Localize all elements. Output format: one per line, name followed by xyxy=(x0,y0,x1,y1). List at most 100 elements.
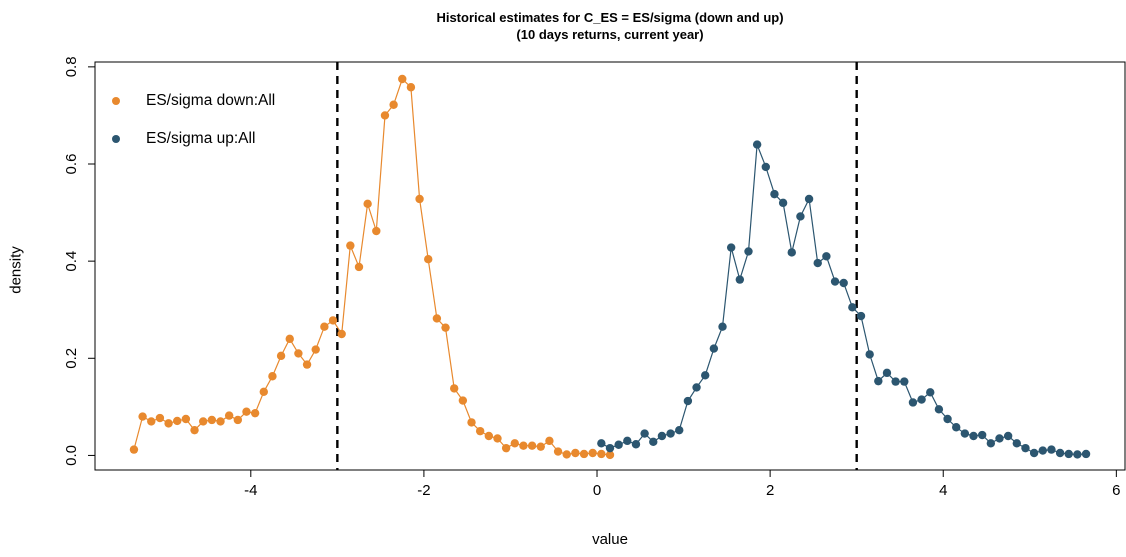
data-point xyxy=(250,408,260,418)
data-point xyxy=(285,334,294,344)
legend-item-down: ES/sigma down:All xyxy=(112,82,275,120)
data-point xyxy=(744,247,753,256)
x-axis-label: value xyxy=(592,531,628,548)
data-point xyxy=(363,199,372,209)
legend-item-up: ES/sigma up:All xyxy=(112,120,275,158)
data-point xyxy=(830,277,840,286)
data-point xyxy=(398,74,407,84)
data-point xyxy=(657,431,667,441)
data-point xyxy=(952,423,961,432)
data-point xyxy=(605,443,615,453)
data-point xyxy=(259,387,268,396)
data-point xyxy=(562,450,571,459)
data-point xyxy=(346,241,355,250)
data-point xyxy=(129,445,139,454)
legend: ES/sigma down:All ES/sigma up:All xyxy=(112,82,275,158)
data-point xyxy=(475,426,485,436)
data-point xyxy=(233,415,243,425)
data-point xyxy=(553,447,563,456)
data-point xyxy=(1029,448,1039,458)
data-point xyxy=(804,194,814,204)
data-point xyxy=(865,350,874,359)
data-point xyxy=(874,376,883,386)
data-point xyxy=(597,439,606,448)
data-point xyxy=(735,275,745,284)
x-tick-label: 2 xyxy=(766,482,774,499)
data-point xyxy=(822,252,831,261)
data-point xyxy=(796,212,805,221)
y-axis-label: density xyxy=(7,246,25,294)
data-point xyxy=(198,417,208,426)
y-tick-label: 0.0 xyxy=(63,445,80,466)
legend-label-down: ES/sigma down:All xyxy=(146,92,276,109)
data-point xyxy=(969,431,978,441)
data-point xyxy=(337,329,346,339)
y-tick-label: 0.6 xyxy=(63,154,80,175)
data-point xyxy=(1055,448,1065,458)
data-point xyxy=(1021,443,1030,453)
data-point xyxy=(579,449,589,459)
x-tick-label: 6 xyxy=(1112,482,1120,499)
data-point xyxy=(675,425,684,435)
data-point xyxy=(320,322,329,331)
data-point xyxy=(190,425,199,435)
x-tick-label: 4 xyxy=(939,482,947,499)
data-point xyxy=(683,396,693,406)
data-point xyxy=(147,417,156,426)
data-point xyxy=(354,262,364,272)
data-point xyxy=(1038,446,1047,455)
data-point xyxy=(484,431,494,441)
data-point xyxy=(173,416,182,426)
data-point xyxy=(934,405,944,414)
legend-dot-icon xyxy=(112,135,120,143)
data-point xyxy=(224,411,234,420)
chart-title: Historical estimates for C_ES = ES/sigma… xyxy=(436,10,784,25)
data-point xyxy=(571,448,580,458)
data-point xyxy=(977,430,987,440)
data-point xyxy=(545,436,554,446)
legend-label-up: ES/sigma up:All xyxy=(146,130,256,147)
data-point xyxy=(510,439,519,448)
chart-subtitle: (10 days returns, current year) xyxy=(516,27,704,42)
plot-frame xyxy=(94,61,1126,471)
data-point xyxy=(701,371,710,380)
data-point xyxy=(155,413,165,423)
y-tick-label: 0.2 xyxy=(63,348,80,369)
data-point xyxy=(207,415,217,425)
data-point xyxy=(458,396,468,405)
data-point xyxy=(623,436,632,446)
data-point xyxy=(328,316,338,325)
data-point xyxy=(276,351,286,361)
data-point xyxy=(813,258,822,268)
x-tick-label: 0 xyxy=(593,482,601,499)
y-tick-label: 0.8 xyxy=(63,56,80,77)
data-point xyxy=(1073,450,1082,459)
data-point xyxy=(467,418,476,427)
data-point xyxy=(770,189,779,199)
data-point xyxy=(1064,449,1073,459)
data-point xyxy=(138,412,147,421)
data-point xyxy=(666,429,675,438)
data-point xyxy=(1047,445,1056,454)
series-line xyxy=(601,144,1087,456)
data-point xyxy=(294,349,303,358)
data-point xyxy=(527,441,537,450)
data-point xyxy=(380,111,390,120)
data-point xyxy=(726,243,736,252)
data-point xyxy=(718,322,727,331)
data-point xyxy=(891,377,900,386)
data-point xyxy=(943,414,952,424)
data-point xyxy=(441,323,450,332)
data-point xyxy=(692,383,701,392)
data-point xyxy=(1003,431,1013,441)
data-point xyxy=(302,360,312,369)
data-point xyxy=(787,248,796,257)
data-point xyxy=(960,429,970,438)
data-point xyxy=(597,449,606,459)
data-point xyxy=(424,255,433,264)
data-point xyxy=(415,194,424,204)
x-tick-label: -4 xyxy=(244,482,257,499)
x-tick-label: -2 xyxy=(417,482,430,499)
data-series xyxy=(129,74,1091,460)
